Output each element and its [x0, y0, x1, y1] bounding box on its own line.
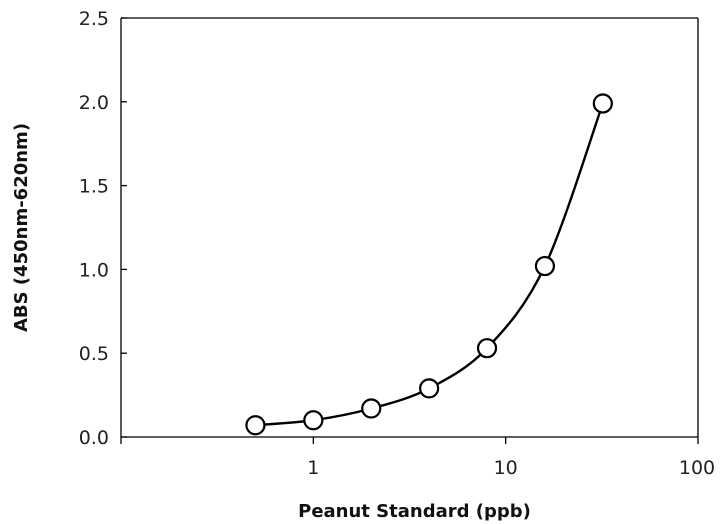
data-point: [476, 338, 498, 359]
data-points: [245, 93, 613, 436]
y-axis-ticks: 0.0 0.5 1.0 1.5 2.0 2.5: [79, 8, 127, 449]
data-point: [592, 93, 613, 114]
data-point: [361, 398, 382, 419]
data-point: [419, 378, 440, 399]
y-tick-label: 2.5: [79, 8, 109, 30]
y-tick-label: 0.0: [79, 427, 109, 449]
x-axis-title: Peanut Standard (ppb): [298, 501, 531, 522]
x-tick-label: 1: [307, 457, 319, 479]
y-tick-label: 0.5: [79, 343, 109, 365]
data-point: [245, 415, 266, 436]
x-tick-label: 10: [494, 457, 518, 479]
y-tick-label: 2.0: [79, 92, 109, 114]
y-tick-label: 1.5: [79, 176, 109, 198]
x-tick-label: 100: [679, 457, 715, 479]
y-axis-title: ABS (450nm-620nm): [11, 123, 32, 332]
y-tick-label: 1.0: [79, 259, 109, 281]
data-point: [303, 410, 324, 431]
data-point: [534, 255, 556, 277]
x-axis-ticks: 1 10 100: [120, 437, 715, 479]
